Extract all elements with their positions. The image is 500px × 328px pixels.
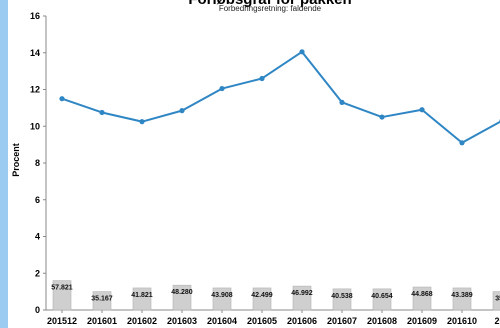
x-tick-label: 201610 [447, 316, 477, 326]
y-tick-label: 8 [35, 158, 40, 168]
volume-bar [92, 291, 112, 311]
bar-value-label: 35.2 [495, 296, 500, 303]
bar-value-label: 57.821 [51, 285, 73, 292]
volume-bar [212, 287, 232, 311]
bar-value-label: 46.992 [291, 290, 313, 297]
volume-bar [292, 285, 312, 311]
bar-value-label: 43.389 [451, 292, 473, 299]
volume-bar [172, 284, 192, 311]
bar-value-label: 41.821 [131, 292, 153, 299]
x-tick-label: 201603 [167, 316, 197, 326]
bars [52, 280, 500, 311]
volume-bar [372, 288, 392, 311]
volume-bar [52, 280, 72, 311]
y-tick-label: 10 [30, 121, 40, 131]
data-point [459, 140, 465, 146]
x-tick-label: 201 [494, 316, 500, 326]
axes: 0 2 4 6 8 10 12 14 16 [30, 11, 500, 315]
chart-subtitle: Forbedringsretning: faldende [219, 4, 322, 13]
x-tick-label: 201605 [247, 316, 277, 326]
bar-value-label: 35.167 [91, 296, 113, 303]
data-point [379, 114, 385, 120]
volume-bar [412, 286, 432, 311]
data-point [339, 99, 345, 105]
y-tick-label: 12 [30, 85, 40, 95]
bar-value-label: 40.654 [371, 293, 393, 300]
data-point [419, 107, 425, 113]
chart-title: Forløbsgraf for pakken [188, 0, 351, 8]
series-line [61, 50, 500, 144]
x-tick-label: 201601 [87, 316, 117, 326]
y-tick-label: 4 [35, 232, 40, 242]
data-point [139, 119, 145, 125]
volume-bar [132, 287, 152, 311]
volume-bar [492, 291, 500, 311]
y-tick-label: 0 [35, 305, 40, 315]
labels: 57.821 201512 35.167 201601 41.821 201602 48.2… [47, 285, 500, 326]
data-point [299, 49, 305, 55]
y-axis-label: Procent [11, 143, 21, 177]
x-tick-label: 201606 [287, 316, 317, 326]
bar-value-label: 43.908 [211, 292, 233, 299]
volume-bar [252, 287, 272, 311]
data-point [259, 75, 265, 82]
data-point [59, 96, 65, 102]
x-tick-label: 201604 [207, 316, 237, 326]
bar-value-label: 48.280 [171, 289, 193, 296]
y-tick-label: 16 [30, 11, 40, 21]
y-tick-label: 14 [30, 48, 40, 58]
data-point [179, 108, 185, 114]
series-line-layer [59, 49, 500, 146]
volume-bar [452, 287, 472, 311]
x-tick-label: 201512 [47, 316, 77, 326]
y-tick-label: 6 [35, 195, 40, 205]
data-point [219, 85, 225, 92]
y-tick-label: 2 [35, 268, 40, 278]
x-tick-label: 201608 [367, 316, 397, 326]
x-tick-label: 201602 [127, 316, 157, 326]
x-tick-label: 201609 [407, 316, 437, 326]
data-point [99, 109, 105, 116]
bar-value-label: 40.538 [331, 293, 353, 300]
bar-value-label: 42.499 [251, 292, 273, 299]
volume-bar [332, 288, 352, 311]
x-tick-label: 201607 [327, 316, 357, 326]
bar-value-label: 44.868 [411, 291, 433, 298]
left-color-band [0, 0, 8, 328]
